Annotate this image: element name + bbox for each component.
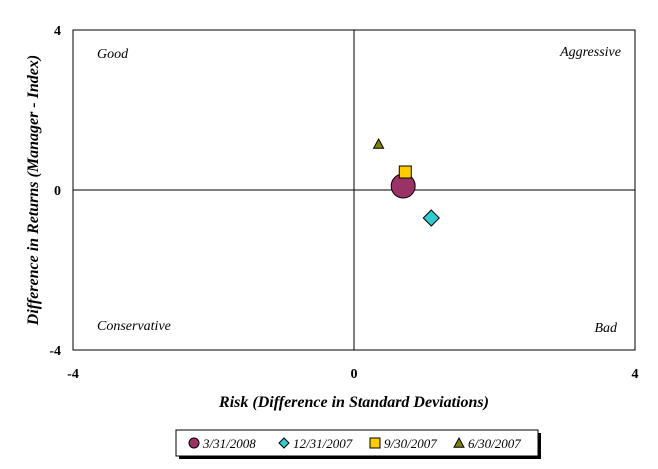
legend-label: 9/30/2007 bbox=[384, 436, 437, 451]
y-tick-label: 0 bbox=[54, 184, 61, 199]
legend-box bbox=[175, 429, 539, 457]
quadrant-label-good: Good bbox=[97, 47, 129, 62]
data-point-diamond bbox=[422, 209, 440, 227]
legend: 3/31/2008 12/31/2007 9/30/2007 6/30/2007 bbox=[175, 429, 541, 459]
data-point-square bbox=[398, 165, 412, 179]
x-tick-label: -4 bbox=[67, 367, 79, 382]
legend-label: 6/30/2007 bbox=[468, 436, 521, 451]
quadrant-label-conservative: Conservative bbox=[97, 319, 171, 334]
legend-label: 3/31/2008 bbox=[202, 436, 256, 451]
data-points bbox=[372, 137, 440, 227]
y-tick-label: 4 bbox=[54, 24, 61, 39]
legend-label: 12/31/2007 bbox=[293, 436, 353, 451]
y-axis-label: Difference in Returns (Manager - Index) bbox=[25, 55, 42, 326]
x-tick-label: 4 bbox=[632, 367, 639, 382]
legend-marker-triangle bbox=[453, 436, 465, 448]
legend-marker-square bbox=[369, 437, 381, 449]
legend-marker-circle bbox=[188, 437, 200, 449]
quadrant-label-aggressive: Aggressive bbox=[559, 45, 621, 60]
quadrant-label-bad: Bad bbox=[594, 321, 618, 336]
axes: -4 0 4 4 0 -4 Risk (Difference in Standard Dev… bbox=[25, 24, 639, 411]
x-tick-label: 0 bbox=[351, 367, 358, 382]
x-axis-label: Risk (Difference in Standard Deviations) bbox=[218, 394, 489, 411]
quadrant-labels: Good Aggressive Conservative Bad bbox=[97, 45, 621, 336]
y-tick-label: -4 bbox=[49, 344, 61, 359]
legend-marker-diamond bbox=[278, 437, 290, 449]
data-point-triangle bbox=[372, 137, 385, 149]
